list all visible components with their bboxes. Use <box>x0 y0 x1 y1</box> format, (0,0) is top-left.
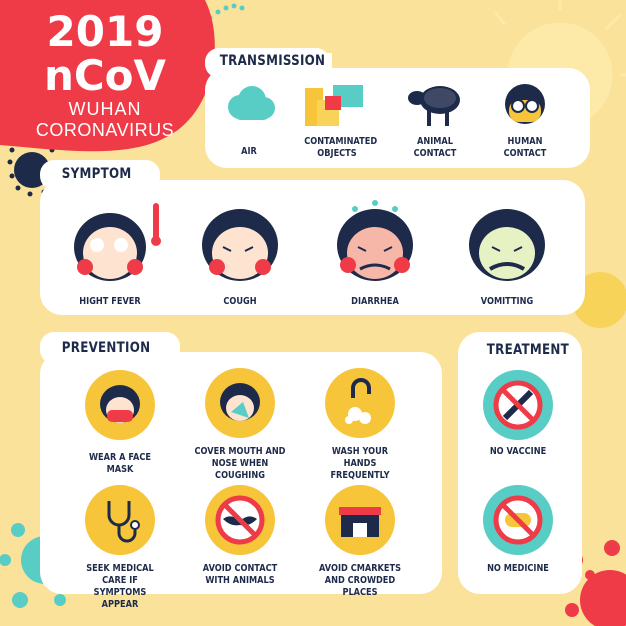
treatment-label-medicine: NO MEDICINE <box>487 563 549 574</box>
cough-face-icon <box>202 209 278 281</box>
cover-mouth-icon <box>205 368 275 438</box>
transmission-label-human: HUMAN CONTACT <box>503 136 547 159</box>
header-title: 2019 nCoV WUHAN CORONAVIRUS <box>0 7 210 141</box>
boxes-icon <box>305 85 363 126</box>
cloud-icon <box>228 86 275 120</box>
title-subtitle: CORONAVIRUS <box>35 120 175 140</box>
no-bat-icon <box>205 485 275 555</box>
diarrhea-face-icon <box>337 200 413 281</box>
transmission-title: TRANSMISSION <box>213 53 333 69</box>
face-mask-icon <box>85 370 155 440</box>
symptom-label-cough: COUGH <box>223 296 257 307</box>
treatment-title: TREATMENT <box>480 342 576 358</box>
prevention-label-markets: AVOID CMARKETS AND CROWDED PLACES <box>319 563 401 598</box>
title-year: 2019 <box>46 7 164 56</box>
transmission-label-animal: ANIMAL CONTACT <box>413 136 457 159</box>
market-icon <box>325 485 395 555</box>
no-pill-icon <box>483 485 553 555</box>
prevention-label-cover: COVER MOUTH AND NOSE WHEN COUGHING <box>194 446 286 481</box>
stethoscope-icon <box>85 485 155 555</box>
symptom-label-fever: HIGHT FEVER <box>79 296 141 307</box>
prevention-label-mask: WEAR A FACE MASK <box>88 452 151 475</box>
transmission-label-objects: CONTAMINATED OBJECTS <box>304 136 378 159</box>
person-icon <box>505 84 545 124</box>
wash-hands-icon <box>325 368 395 438</box>
virus-decoration-right <box>572 272 626 328</box>
title-virus: nCoV <box>43 51 167 100</box>
fever-face-icon <box>74 203 161 281</box>
sheep-icon <box>408 86 460 126</box>
prevention-label-wash: WASH YOUR HANDS FREQUENTLY <box>330 446 390 481</box>
title-city: WUHAN <box>68 99 142 119</box>
header-blob <box>0 0 215 152</box>
prevention-title: PREVENTION <box>55 340 158 356</box>
symptom-label-diarrhea: DIARRHEA <box>351 296 399 307</box>
symptom-label-vomitting: VOMITTING <box>480 296 534 307</box>
symptom-title: SYMPTOM <box>55 166 139 182</box>
treatment-label-vaccine: NO VACCINE <box>489 446 547 457</box>
transmission-label-air: AIR <box>241 146 257 157</box>
prevention-label-medical: SEEK MEDICAL CARE IF SYMPTOMS APPEAR <box>86 563 154 610</box>
prevention-label-animals: AVOID CONTACT WITH ANIMALS <box>202 563 278 586</box>
no-syringe-icon <box>483 370 553 440</box>
vomit-face-icon <box>469 209 545 281</box>
